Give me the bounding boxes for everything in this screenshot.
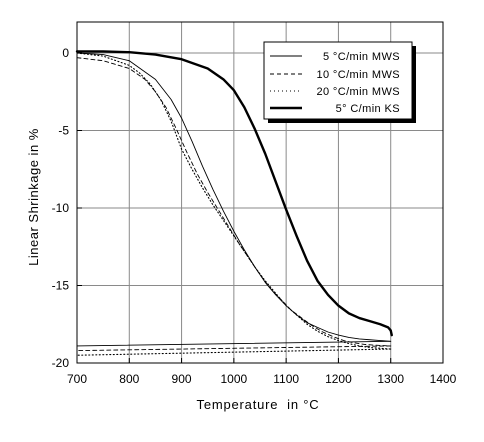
x-tick-label: 1000 (221, 372, 248, 386)
legend-box (263, 41, 413, 120)
series-0-cooling-line (76, 340, 392, 347)
series-3-curve-line (75, 50, 393, 337)
series-2-heating-line (76, 52, 392, 350)
y-axis-label: Linear Shrinkage in % (26, 128, 41, 266)
series-1-cooling-line (76, 345, 392, 352)
legend: 5 °C/min MWS 10 °C/min MWS 20 °C/min MWS… (263, 41, 416, 123)
legend-label-20mws: 20 °C/min MWS (316, 86, 400, 98)
axis-ticks: 700 800 900 1000 1100 1200 1300 1400 0 -5 -10 -15 -2… (52, 46, 457, 386)
x-tick-label: 800 (119, 372, 139, 386)
x-tick-label: 1400 (430, 372, 457, 386)
series-0-heating-line (76, 52, 392, 342)
legend-label-5mws: 5 °C/min MWS (323, 51, 400, 63)
series-2-cooling-line (76, 348, 392, 356)
series-lines (75, 50, 393, 356)
y-tick-label: -5 (58, 124, 69, 138)
y-tick-label: -15 (52, 279, 70, 293)
x-tick-label: 1100 (273, 372, 299, 386)
legend-label-5ks: 5° C/min KS (336, 103, 400, 115)
x-tick-label: 700 (67, 372, 87, 386)
x-axis-label: Temperature in °C (197, 397, 320, 412)
x-tick-label: 1300 (377, 372, 404, 386)
x-tick-label: 900 (172, 372, 192, 386)
y-tick-label: -20 (52, 356, 70, 370)
y-tick-label: 0 (62, 46, 69, 60)
legend-label-10mws: 10 °C/min MWS (316, 69, 400, 81)
x-tick-label: 1200 (325, 372, 352, 386)
plot-frame (76, 21, 444, 364)
y-tick-label: -10 (52, 201, 70, 215)
